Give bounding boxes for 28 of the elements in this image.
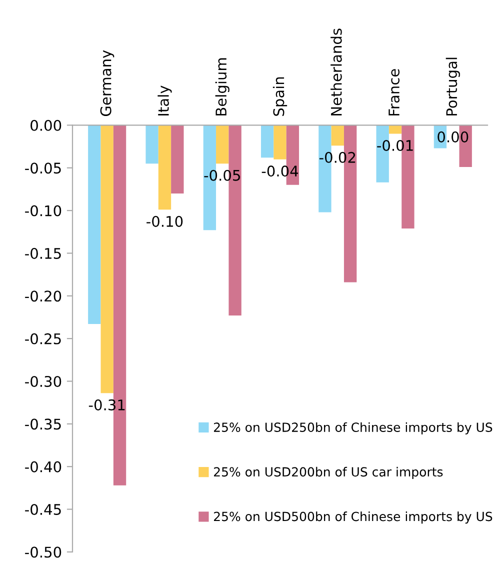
data-label: -0.05 [204, 170, 240, 181]
data-label: -0.31 [88, 399, 125, 410]
y-tick-label: -0.30 [25, 376, 62, 387]
y-tick-label: -0.40 [25, 461, 62, 472]
legend-label: 25% on USD250bn of Chinese imports by US [214, 422, 492, 434]
x-tick-label: Portugal [446, 58, 460, 116]
y-tick-label: -0.15 [25, 248, 61, 259]
x-tick-label: Spain [272, 77, 288, 116]
x-tick-label: Germany [100, 50, 114, 116]
y-tick-label: -0.25 [25, 333, 61, 344]
y-tick-label: -0.35 [25, 418, 61, 430]
y-tick-label: -0.45 [25, 504, 61, 516]
x-tick-label: Netherlands [330, 28, 342, 116]
data-label: 0.00 [438, 131, 468, 142]
legend-label: 25% on USD200bn of US car imports [214, 466, 443, 480]
y-tick-label: -0.50 [25, 546, 62, 558]
y-tick-label: -0.10 [25, 205, 62, 216]
x-tick-label: Italy [158, 86, 172, 116]
data-label: -0.01 [377, 140, 413, 151]
y-tick-label: 0.00 [30, 120, 62, 131]
data-label: -0.02 [319, 152, 356, 163]
data-label: -0.04 [262, 166, 298, 177]
y-tick-label: -0.20 [25, 290, 62, 302]
data-label: -0.10 [146, 216, 183, 227]
x-tick-label: Belgium [215, 58, 230, 116]
y-tick-label: -0.05 [25, 162, 61, 174]
legend-label: 25% on USD500bn of Chinese imports by US [214, 512, 492, 524]
x-tick-label: France [388, 69, 400, 116]
